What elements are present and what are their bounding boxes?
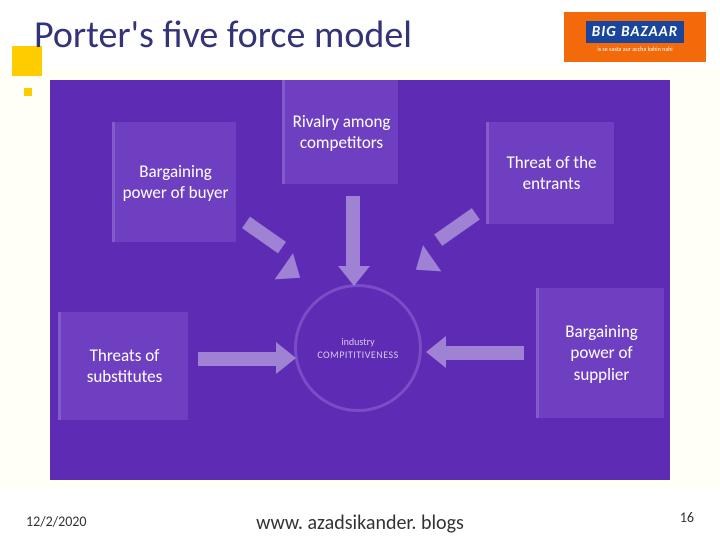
logo-main-text: BIG BAZAAR	[586, 21, 684, 43]
center-label-2: COMPITITIVENESS	[317, 348, 398, 361]
page-title: Porter's five force model	[34, 12, 412, 58]
arrow-shaft-buyer	[242, 217, 286, 254]
footer-url-line1: www. azadsikander. blogs	[256, 511, 464, 535]
footer-page-number: 16	[680, 509, 694, 526]
arrow-shaft-supplier	[444, 346, 524, 360]
center-node: industry COMPITITIVENESS	[294, 284, 422, 412]
force-supplier: Bargaining power of supplier	[536, 288, 664, 418]
bullet-icon	[24, 88, 32, 96]
five-forces-diagram: industry COMPITITIVENESS Rivalry among c…	[50, 80, 670, 480]
logo-tagline: is se sasta aur accha kahin nahi	[597, 45, 672, 53]
arrow-shaft-substitutes	[198, 352, 276, 366]
brand-logo: BIG BAZAAR is se sasta aur accha kahin n…	[564, 12, 706, 62]
arrow-head-supplier	[426, 336, 446, 368]
header: Porter's five force model BIG BAZAAR is …	[0, 0, 720, 68]
footer-date: 12/2/2020	[26, 513, 86, 530]
force-entrants: Threat of the entrants	[486, 122, 614, 224]
arrow-head-entrants	[407, 245, 442, 283]
force-substitutes: Threats of substitutes	[58, 312, 188, 420]
force-buyer: Bargaining power of buyer	[112, 122, 236, 242]
arrow-shaft-rivalry	[346, 196, 360, 266]
arrow-head-substitutes	[276, 342, 296, 374]
force-rivalry: Rivalry among competitors	[282, 80, 398, 184]
arrow-head-rivalry	[338, 266, 370, 286]
footer-url: www. azadsikander. blogs	[220, 513, 500, 534]
center-label-1: industry	[341, 335, 374, 348]
slide: Porter's five force model BIG BAZAAR is …	[0, 0, 720, 540]
arrow-head-buyer	[275, 253, 310, 291]
arrow-shaft-entrants	[434, 208, 480, 246]
footer: 12/2/2020 www. azadsikander. blogs 16	[0, 488, 720, 536]
